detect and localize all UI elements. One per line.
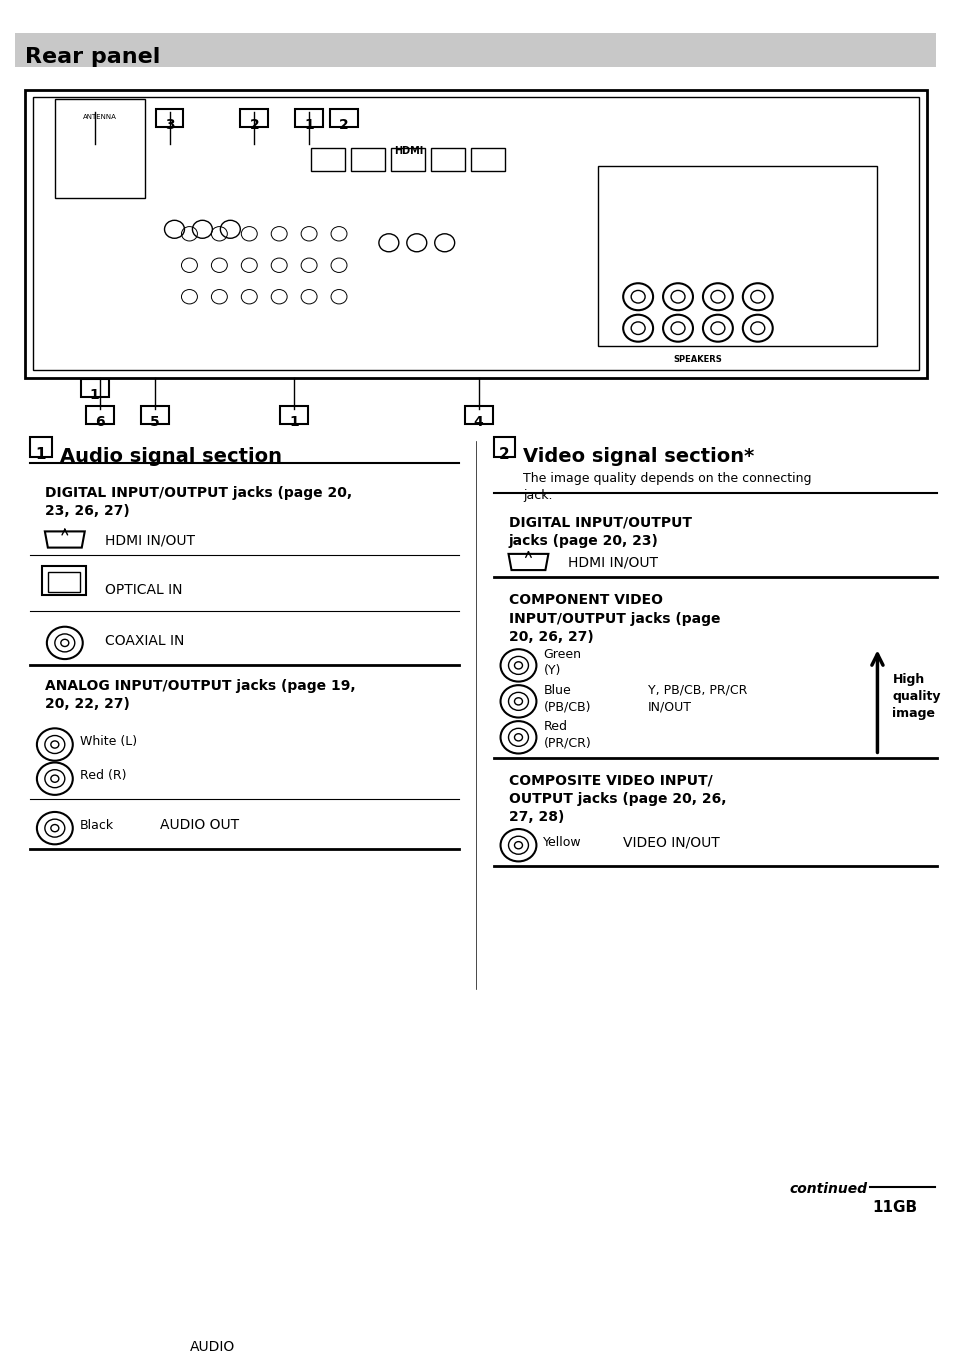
- Text: COMPOSITE VIDEO INPUT/
OUTPUT jacks (page 20, 26,
27, 28): COMPOSITE VIDEO INPUT/ OUTPUT jacks (pag…: [508, 773, 725, 825]
- Text: 4: 4: [474, 415, 483, 429]
- Text: HDMI IN/OUT: HDMI IN/OUT: [105, 534, 194, 548]
- Text: 3: 3: [165, 118, 174, 131]
- Bar: [155, 108, 183, 127]
- Bar: [30, 437, 51, 457]
- Text: Red (R): Red (R): [80, 769, 126, 783]
- Text: 11GB: 11GB: [871, 1201, 917, 1215]
- Text: Y, PB/CB, PR/CR
IN/OUT: Y, PB/CB, PR/CR IN/OUT: [647, 684, 747, 714]
- Bar: [431, 149, 464, 170]
- Text: Red
(PR/CR): Red (PR/CR): [543, 721, 591, 749]
- Text: ANTENNA: ANTENNA: [83, 114, 116, 120]
- Bar: [330, 108, 357, 127]
- Bar: [86, 406, 113, 423]
- Bar: [311, 149, 345, 170]
- Text: 2: 2: [249, 118, 259, 131]
- Text: 1: 1: [289, 415, 298, 429]
- Text: White (L): White (L): [80, 735, 136, 748]
- Text: HDMI: HDMI: [394, 146, 423, 155]
- Text: HDMI IN/OUT: HDMI IN/OUT: [568, 556, 658, 571]
- Text: AUDIO OUT: AUDIO OUT: [159, 818, 238, 833]
- Text: 1: 1: [90, 388, 99, 402]
- Text: 2: 2: [498, 448, 509, 462]
- Bar: [294, 108, 323, 127]
- Text: 1: 1: [304, 118, 314, 131]
- Text: Black: Black: [80, 819, 113, 831]
- Text: Yellow: Yellow: [543, 836, 581, 849]
- Text: Blue
(PB/CB): Blue (PB/CB): [543, 684, 590, 713]
- Text: Rear panel: Rear panel: [25, 47, 160, 66]
- Text: High
quality
image: High quality image: [891, 673, 940, 721]
- Bar: [48, 572, 80, 592]
- Text: AUDIO
IN/OUT: AUDIO IN/OUT: [190, 1340, 237, 1352]
- Text: OPTICAL IN: OPTICAL IN: [105, 583, 182, 596]
- Bar: [470, 149, 504, 170]
- Bar: [25, 91, 926, 377]
- Text: The image quality depends on the connecting
jack.: The image quality depends on the connect…: [523, 472, 811, 502]
- Text: DIGITAL INPUT/OUTPUT jacks (page 20,
23, 26, 27): DIGITAL INPUT/OUTPUT jacks (page 20, 23,…: [45, 485, 352, 518]
- Bar: [280, 406, 308, 423]
- Bar: [81, 379, 109, 396]
- Text: COAXIAL IN: COAXIAL IN: [105, 634, 184, 648]
- Bar: [351, 149, 384, 170]
- Text: 5: 5: [150, 415, 159, 429]
- Text: VIDEO IN/OUT: VIDEO IN/OUT: [622, 836, 720, 849]
- Text: 6: 6: [94, 415, 105, 429]
- Bar: [240, 108, 268, 127]
- Text: 2: 2: [338, 118, 349, 131]
- Text: Video signal section*: Video signal section*: [523, 448, 754, 466]
- Text: Audio signal section: Audio signal section: [60, 448, 281, 466]
- Text: DIGITAL INPUT/OUTPUT
jacks (page 20, 23): DIGITAL INPUT/OUTPUT jacks (page 20, 23): [508, 515, 691, 548]
- Bar: [42, 566, 86, 595]
- Bar: [54, 99, 145, 197]
- FancyBboxPatch shape: [15, 34, 935, 68]
- Bar: [493, 437, 515, 457]
- Text: COMPONENT VIDEO
INPUT/OUTPUT jacks (page
20, 26, 27): COMPONENT VIDEO INPUT/OUTPUT jacks (page…: [508, 594, 720, 645]
- Bar: [140, 406, 169, 423]
- Text: 1: 1: [35, 448, 46, 462]
- Bar: [391, 149, 424, 170]
- Bar: [598, 166, 877, 346]
- Text: SPEAKERS: SPEAKERS: [673, 356, 721, 364]
- Bar: [32, 97, 919, 370]
- Text: ANALOG INPUT/OUTPUT jacks (page 19,
20, 22, 27): ANALOG INPUT/OUTPUT jacks (page 19, 20, …: [45, 679, 355, 711]
- Text: continued: continued: [789, 1183, 866, 1197]
- Bar: [464, 406, 492, 423]
- Text: Green
(Y): Green (Y): [543, 648, 580, 677]
